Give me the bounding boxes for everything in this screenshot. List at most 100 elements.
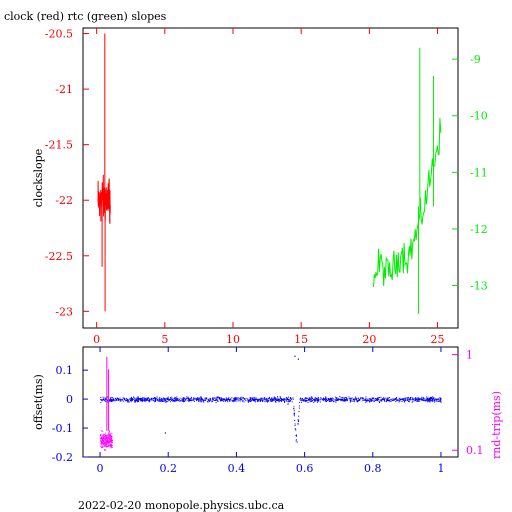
offset-point xyxy=(301,398,303,399)
offset-point xyxy=(317,399,319,401)
offset-point xyxy=(183,398,184,400)
roundtrip-point xyxy=(103,434,105,436)
offset-point xyxy=(374,399,376,401)
rtc-line xyxy=(373,118,442,288)
offset-point xyxy=(327,398,329,400)
roundtrip-point xyxy=(107,434,109,436)
offset-point xyxy=(114,399,116,401)
offset-point xyxy=(371,399,373,401)
offset-point xyxy=(339,398,341,400)
offset-point xyxy=(293,415,295,417)
offset-point xyxy=(175,400,177,402)
offset-point xyxy=(232,401,234,403)
offset-point xyxy=(439,400,441,402)
offset-point xyxy=(362,398,364,400)
offset-point xyxy=(282,399,283,401)
offset-point xyxy=(288,396,290,398)
offset-point xyxy=(388,397,390,398)
offset-point xyxy=(153,397,155,399)
offset-point xyxy=(336,397,338,399)
offset-point xyxy=(215,402,217,404)
offset-point xyxy=(436,398,438,400)
offset-point xyxy=(286,400,288,402)
roundtrip-point xyxy=(109,442,111,443)
offset-point xyxy=(426,397,428,399)
offset-point xyxy=(376,398,378,400)
offset-point xyxy=(210,399,212,401)
offset-point xyxy=(342,397,344,399)
offset-point xyxy=(429,398,430,399)
offset-point xyxy=(423,399,425,401)
offset-point xyxy=(184,401,185,403)
offset-point xyxy=(237,398,239,400)
offset-point xyxy=(332,400,334,402)
offset-point xyxy=(164,399,166,401)
offset-point xyxy=(311,400,313,401)
offset-point xyxy=(304,401,306,402)
offset-point xyxy=(126,399,128,401)
roundtrip-point xyxy=(108,439,110,441)
offset-point xyxy=(407,399,409,401)
roundtrip-point xyxy=(105,441,107,443)
offset-point xyxy=(372,397,374,399)
offset-point xyxy=(337,399,339,401)
offset-point xyxy=(337,399,339,401)
offset-point xyxy=(140,399,142,401)
offset-point xyxy=(294,428,296,430)
offset-point xyxy=(415,397,416,399)
offset-point xyxy=(348,396,350,398)
offset-point xyxy=(142,397,144,399)
offset-point xyxy=(204,399,206,401)
offset-point xyxy=(369,401,370,403)
offset-point xyxy=(411,399,413,401)
offset-point xyxy=(111,400,113,402)
offset-point xyxy=(322,398,324,400)
offset-point xyxy=(209,400,210,402)
offset-point xyxy=(188,400,190,402)
offset-point xyxy=(386,397,388,399)
offset-point xyxy=(235,398,237,400)
offset-point xyxy=(113,399,115,400)
roundtrip-point xyxy=(104,438,106,440)
offset-point xyxy=(281,398,283,400)
offset-point xyxy=(174,398,176,400)
offset-point xyxy=(307,399,309,401)
y-tick-label: -0.2 xyxy=(52,451,73,464)
offset-point xyxy=(121,398,123,400)
roundtrip-point xyxy=(106,437,108,439)
offset-point xyxy=(415,398,416,400)
offset-point xyxy=(308,397,310,399)
offset-point xyxy=(263,399,265,401)
offset-point xyxy=(325,396,327,398)
offset-point xyxy=(384,398,386,400)
offset-point xyxy=(242,397,244,399)
roundtrip-point xyxy=(109,443,111,445)
offset-point xyxy=(201,398,203,400)
offset-point xyxy=(278,399,280,401)
offset-point xyxy=(411,396,413,398)
roundtrip-point xyxy=(102,437,103,439)
offset-point xyxy=(379,400,381,402)
roundtrip-point xyxy=(100,445,102,447)
offset-point xyxy=(111,397,113,398)
roundtrip-point xyxy=(100,438,102,439)
offset-point xyxy=(345,400,347,402)
offset-point xyxy=(139,399,141,401)
offset-point xyxy=(295,429,297,431)
offset-point xyxy=(297,423,299,425)
offset-point xyxy=(269,399,271,401)
offset-point xyxy=(197,397,199,398)
offset-point xyxy=(197,399,199,401)
offset-point xyxy=(199,401,201,403)
offset-point xyxy=(174,397,176,399)
offset-point xyxy=(124,397,126,399)
offset-point xyxy=(137,401,139,403)
offset-point xyxy=(366,398,368,400)
roundtrip-point xyxy=(109,439,111,441)
offset-point xyxy=(157,400,159,402)
offset-point xyxy=(131,400,133,401)
offset-point xyxy=(331,397,333,399)
offset-point xyxy=(430,397,432,399)
offset-point xyxy=(159,399,161,401)
roundtrip-point xyxy=(106,436,108,438)
